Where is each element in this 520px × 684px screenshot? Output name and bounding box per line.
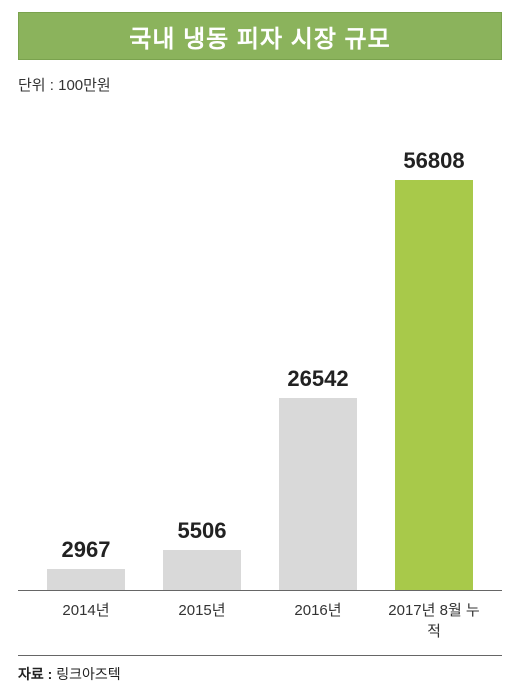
bar-group: 26542	[267, 366, 369, 590]
x-axis-labels: 2014년 2015년 2016년 2017년 8월 누적	[18, 591, 502, 641]
chart-title: 국내 냉동 피자 시장 규모	[129, 19, 390, 54]
source-row: 자료 : 링크아즈텍	[18, 655, 502, 684]
bar	[279, 398, 357, 590]
x-axis-label: 2014년	[35, 599, 137, 641]
bar	[395, 180, 473, 590]
source-label: 자료 :	[18, 666, 52, 682]
bar-group: 56808	[383, 148, 485, 590]
bar-value-label: 5506	[178, 518, 227, 544]
x-axis-label: 2017년 8월 누적	[383, 599, 485, 641]
bar-chart: 2967 5506 26542 56808	[18, 101, 502, 591]
bar-group: 2967	[35, 537, 137, 590]
bar-value-label: 26542	[287, 366, 348, 392]
x-axis-label: 2015년	[151, 599, 253, 641]
bar-value-label: 2967	[62, 537, 111, 563]
bar	[47, 569, 125, 590]
x-axis-label: 2016년	[267, 599, 369, 641]
chart-title-bar: 국내 냉동 피자 시장 규모	[18, 12, 502, 60]
bar-value-label: 56808	[403, 148, 464, 174]
bars-container: 2967 5506 26542 56808	[18, 140, 502, 590]
bar	[163, 550, 241, 590]
source-value: 링크아즈텍	[56, 666, 120, 682]
unit-label: 단위 : 100만원	[18, 74, 502, 95]
bar-group: 5506	[151, 518, 253, 590]
